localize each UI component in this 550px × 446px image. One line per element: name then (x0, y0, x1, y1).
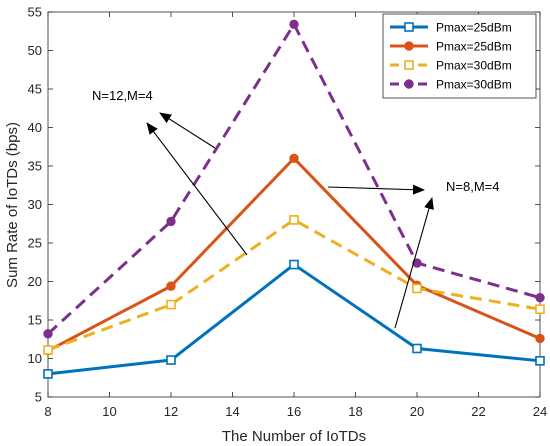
data-point (166, 299, 176, 310)
data-point (535, 356, 545, 366)
data-point (166, 216, 176, 227)
data-point (535, 333, 545, 344)
series-4 (43, 19, 545, 339)
x-tick-label: 20 (410, 404, 424, 419)
y-tick-label: 15 (28, 313, 42, 328)
data-point (289, 259, 299, 270)
series-1 (43, 259, 545, 379)
y-tick-label: 35 (28, 159, 42, 174)
x-tick-label: 12 (164, 404, 178, 419)
y-tick-label: 5 (35, 390, 42, 405)
x-tick-label: 24 (533, 404, 547, 419)
data-point (289, 215, 299, 225)
annotation-n12: N=12,M=4 (92, 88, 153, 103)
annotation-arrow-n12-b (146, 122, 248, 256)
data-point (43, 369, 53, 379)
series-3 (43, 215, 545, 355)
legend-item: Pmax=30dBm (390, 78, 512, 92)
legend-label: Pmax=30dBm (436, 78, 512, 92)
legend-label: Pmax=25dBm (436, 40, 512, 54)
data-point (289, 153, 299, 164)
x-tick-label: 8 (44, 404, 51, 419)
legend-label: Pmax=30dBm (436, 59, 512, 73)
y-axis-ticks: 5 10 15 20 25 30 35 40 45 50 55 (28, 5, 540, 405)
series-line (46, 22, 541, 335)
x-tick-label: 14 (225, 404, 239, 419)
data-point (289, 19, 299, 30)
legend-swatch-marker (404, 79, 414, 89)
y-tick-label: 30 (28, 197, 42, 212)
legend-swatch-marker (404, 41, 414, 51)
data-point (43, 345, 53, 355)
y-tick-label: 50 (28, 43, 42, 58)
annotation-arrow-n8-b (394, 197, 434, 329)
legend-item: Pmax=30dBm (390, 59, 512, 73)
y-axis-title: Sum Rate of IoTDs (bps) (4, 122, 21, 288)
data-point (535, 304, 545, 315)
data-point (412, 258, 422, 268)
x-axis-title: The Number of IoTDs (222, 428, 366, 445)
data-point (166, 355, 176, 365)
x-tick-label: 10 (102, 404, 116, 419)
annotation-arrow-n12-a (159, 112, 216, 149)
annotation-layer: N=12,M=4 N=8,M=4 (92, 88, 499, 329)
series-layer (43, 19, 545, 379)
legend: Pmax=25dBm Pmax=25dBm Pmax=30dBm Pmax=30dBm (382, 13, 537, 99)
legend-label: Pmax=25dBm (436, 21, 512, 35)
data-point (412, 343, 422, 354)
x-tick-label: 16 (287, 404, 301, 419)
annotation-arrow-n8-a (327, 184, 425, 195)
y-tick-label: 10 (28, 351, 42, 366)
y-tick-label: 40 (28, 120, 42, 135)
data-point (412, 283, 422, 294)
y-tick-label: 25 (28, 236, 42, 251)
y-tick-label: 55 (28, 5, 42, 20)
x-axis-ticks: 8 10 12 14 16 18 20 22 24 (44, 12, 547, 419)
data-point (43, 329, 53, 339)
annotation-n8: N=8,M=4 (446, 179, 499, 194)
data-point (535, 292, 545, 303)
y-tick-label: 45 (28, 82, 42, 97)
legend-swatch-marker (404, 22, 414, 32)
x-tick-label: 18 (348, 404, 362, 419)
series-line (47, 218, 541, 352)
legend-swatch-marker (404, 60, 414, 70)
x-tick-label: 22 (471, 404, 485, 419)
y-tick-label: 20 (28, 274, 42, 289)
legend-item: Pmax=25dBm (390, 40, 512, 54)
legend-item: Pmax=25dBm (390, 21, 512, 35)
data-point (166, 281, 176, 291)
